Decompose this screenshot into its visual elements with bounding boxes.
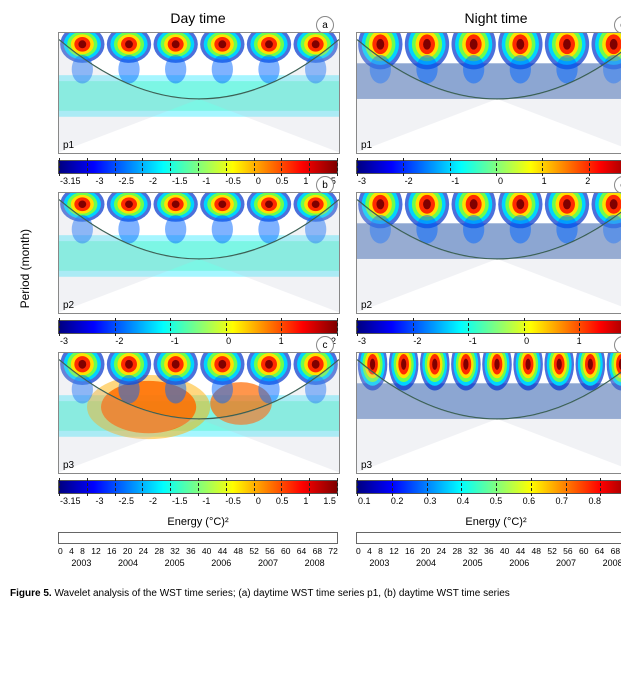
caption-text: Wavelet analysis of the WST time series;… bbox=[52, 588, 510, 599]
colorbar bbox=[356, 160, 621, 174]
wavelet-plot: 8163264128256512p1 bbox=[58, 32, 340, 154]
colorbar bbox=[356, 320, 621, 334]
panel-c: c8163264128256512p3-3.15-3-2.5-2-1.5-1-0… bbox=[58, 352, 338, 506]
colorbar-ticks: -3-2-10123 bbox=[356, 176, 621, 186]
wavelet-plot: 8163264128256512p3 bbox=[58, 352, 340, 474]
x-axis-bar bbox=[356, 532, 621, 544]
panel-d: d8163264128256512p1-3-2-10123 bbox=[356, 32, 621, 186]
colorbar-ticks: -3.15-3-2.5-2-1.5-1-0.500.511.5 bbox=[58, 496, 338, 506]
colorbar bbox=[58, 320, 338, 334]
y-axis-label: Period (month) bbox=[18, 229, 32, 308]
panel-b: b8163264128256512p2-3-2-1012 bbox=[58, 192, 338, 346]
colorbar-ticks: -3.15-3-2.5-2-1.5-1-0.500.511.5 bbox=[58, 176, 338, 186]
column-title-left: Day time bbox=[58, 10, 338, 26]
x-axis-bar bbox=[58, 532, 338, 544]
x-axis-years: 200320042005200620072008 bbox=[58, 558, 338, 568]
panel-series-label: p2 bbox=[63, 300, 74, 311]
panel-series-label: p2 bbox=[361, 300, 372, 311]
x-axis-years: 200320042005200620072008 bbox=[356, 558, 621, 568]
figure-caption: Figure 5. Wavelet analysis of the WST ti… bbox=[10, 588, 621, 599]
x-axis-ticks: 04812162024283236404448525660646872 bbox=[58, 546, 338, 556]
wavelet-plot: 8163264128256512p2 bbox=[356, 192, 621, 314]
colorbar bbox=[58, 160, 338, 174]
column-title-right: Night time bbox=[356, 10, 621, 26]
x-axis-ticks: 04812162024283236404448525660646872 bbox=[356, 546, 621, 556]
panel-f: f8163264128256512p30.10.20.30.40.50.60.7… bbox=[356, 352, 621, 506]
colorbar-ticks: -3-2-1012 bbox=[356, 336, 621, 346]
energy-label: Energy (°C)² bbox=[356, 516, 621, 528]
colorbar bbox=[356, 480, 621, 494]
wavelet-plot: 8163264128256512p1 bbox=[356, 32, 621, 154]
colorbar-ticks: -3-2-1012 bbox=[58, 336, 338, 346]
wavelet-plot: 8163264128256512p2 bbox=[58, 192, 340, 314]
colorbar bbox=[58, 480, 338, 494]
caption-prefix: Figure 5. bbox=[10, 588, 52, 599]
panel-series-label: p1 bbox=[361, 140, 372, 151]
panel-series-label: p3 bbox=[63, 460, 74, 471]
energy-label: Energy (°C)² bbox=[58, 516, 338, 528]
colorbar-ticks: 0.10.20.30.40.50.60.70.80.9 bbox=[356, 496, 621, 506]
panel-a: a8163264128256512p1-3.15-3-2.5-2-1.5-1-0… bbox=[58, 32, 338, 186]
panel-e: e8163264128256512p2-3-2-1012 bbox=[356, 192, 621, 346]
panel-series-label: p3 bbox=[361, 460, 372, 471]
wavelet-plot: 8163264128256512p3 bbox=[356, 352, 621, 474]
panel-series-label: p1 bbox=[63, 140, 74, 151]
